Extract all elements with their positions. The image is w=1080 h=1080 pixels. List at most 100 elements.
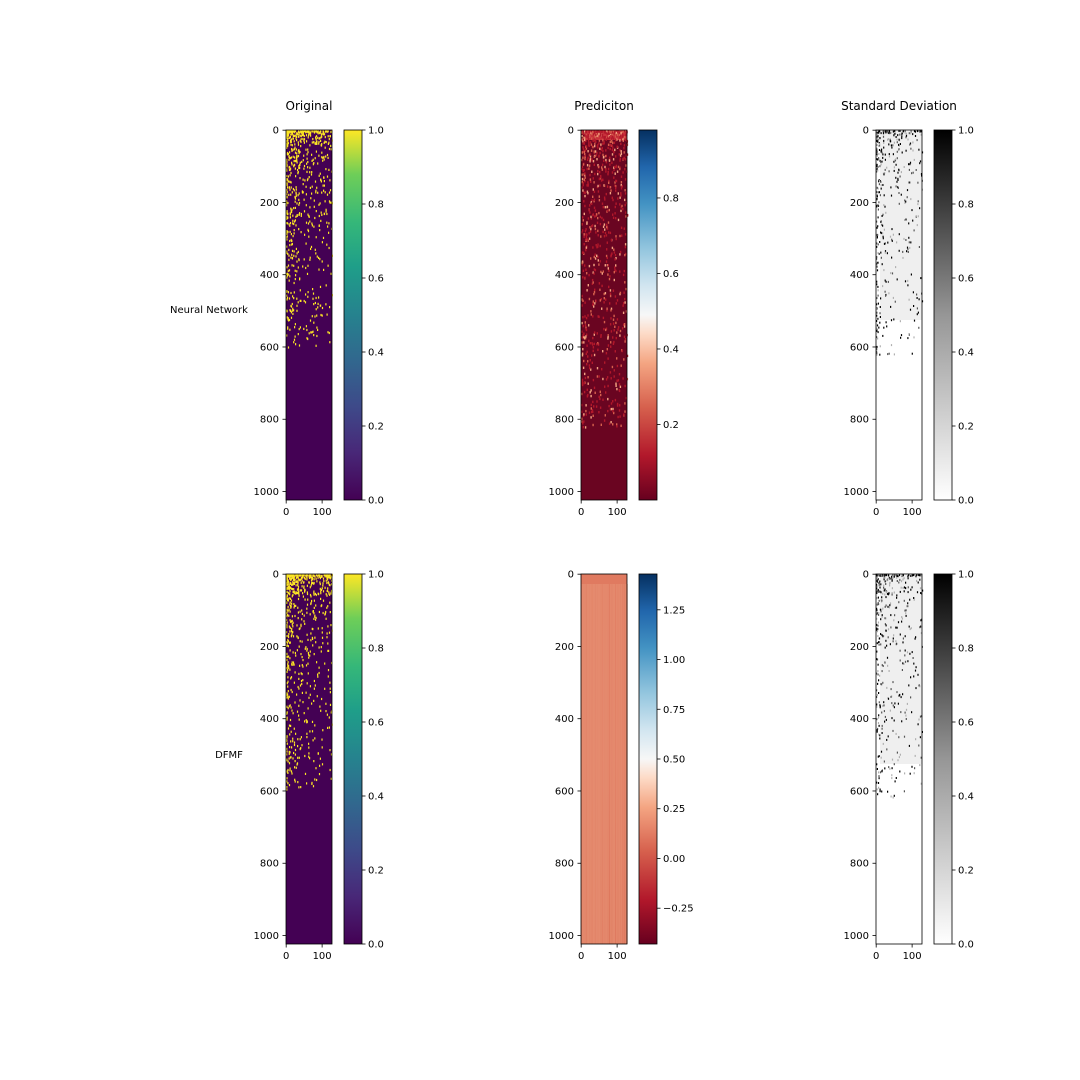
heatmap-cell	[299, 299, 301, 302]
heatmap-cell	[286, 179, 288, 182]
heatmap-cell	[606, 309, 608, 312]
heatmap-cell	[886, 252, 888, 255]
heatmap-cell	[882, 334, 884, 337]
heatmap-cell	[902, 130, 904, 133]
heatmap-cell	[626, 153, 629, 156]
heatmap-cell	[306, 162, 308, 165]
heatmap-cell	[614, 205, 616, 209]
heatmap-cell	[289, 619, 291, 622]
heatmap-cell	[308, 656, 310, 659]
heatmap-cell	[898, 138, 900, 141]
heatmap-cell	[614, 269, 616, 272]
heatmap-cell	[297, 581, 299, 584]
heatmap-cell	[622, 137, 624, 141]
y-tick-label: 0	[273, 570, 279, 581]
heatmap-cell	[324, 574, 326, 577]
heatmap-cell	[609, 156, 611, 159]
heatmap-cell	[878, 692, 880, 694]
heatmap-cell	[612, 410, 614, 413]
heatmap-cell	[905, 218, 907, 221]
heatmap-cell	[885, 574, 888, 577]
colorbar-tick-label: 0.0	[368, 496, 384, 507]
heatmap-cell	[887, 241, 889, 244]
y-tick-label: 200	[260, 198, 279, 209]
heatmap-cell	[322, 611, 324, 615]
heatmap-cell	[313, 303, 315, 306]
heatmap-cell	[327, 605, 329, 608]
heatmap-cell	[887, 593, 889, 596]
heatmap-cell	[286, 644, 288, 647]
heatmap-cell	[613, 340, 615, 344]
heatmap-cell	[312, 138, 314, 141]
heatmap-cell	[326, 581, 328, 585]
heatmap-cell	[299, 684, 302, 687]
heatmap-cell	[291, 130, 294, 133]
heatmap-cell	[597, 216, 599, 220]
heatmap-cell	[921, 618, 923, 621]
heatmap-cell	[916, 579, 918, 582]
heatmap-cell	[589, 158, 592, 161]
heatmap-cell	[897, 575, 899, 578]
heatmap-cell	[314, 615, 316, 618]
heatmap-cell	[888, 292, 890, 295]
heatmap-cell	[878, 158, 880, 161]
heatmap-cell	[600, 298, 602, 301]
heatmap-cell	[291, 661, 293, 664]
heatmap-cell	[917, 581, 919, 584]
heatmap-cell	[585, 316, 588, 320]
heatmap-cell	[618, 584, 620, 944]
heatmap-cell	[586, 135, 588, 138]
heatmap-cell	[318, 203, 320, 206]
heatmap-cell	[881, 614, 883, 617]
heatmap-cell	[626, 214, 629, 217]
heatmap-cell	[314, 157, 316, 160]
heatmap-cell	[290, 599, 293, 602]
heatmap-cell	[603, 184, 606, 187]
heatmap-cell	[896, 180, 898, 183]
heatmap-cell	[303, 299, 305, 303]
heatmap-cell	[593, 353, 596, 357]
heatmap-cell	[307, 222, 310, 225]
heatmap-cell	[308, 332, 310, 335]
heatmap-cell	[596, 158, 598, 161]
heatmap-cell	[306, 592, 309, 596]
heatmap-cell	[293, 220, 296, 223]
heatmap-cell	[886, 656, 889, 659]
heatmap-cell	[597, 130, 599, 133]
heatmap-cell	[587, 314, 589, 317]
heatmap-cell	[609, 147, 611, 151]
heatmap-cell	[326, 212, 328, 216]
heatmap-cell	[887, 636, 889, 639]
heatmap-cell	[300, 130, 302, 133]
heatmap-cell	[583, 178, 585, 181]
heatmap-cell	[286, 130, 288, 133]
heatmap-cell	[623, 325, 626, 328]
heatmap-cell	[877, 722, 880, 724]
heatmap-cell	[618, 131, 621, 134]
heatmap-cell	[292, 130, 294, 133]
heatmap-cell	[903, 599, 905, 602]
heatmap-cell	[311, 581, 313, 584]
heatmap-cell	[898, 233, 900, 236]
heatmap-frame	[580, 573, 628, 945]
heatmap-cell	[909, 772, 911, 775]
heatmap-cell	[594, 134, 596, 138]
heatmap-cell	[889, 643, 891, 646]
heatmap-cell	[302, 183, 304, 186]
heatmap-cell	[320, 646, 322, 649]
heatmap-cell	[583, 341, 585, 344]
heatmap-cell	[300, 589, 303, 592]
heatmap-cell	[301, 585, 303, 588]
heatmap-cell	[613, 411, 615, 415]
heatmap-cell	[586, 272, 588, 275]
heatmap-cell	[289, 212, 291, 215]
heatmap-cell	[322, 599, 325, 602]
heatmap-cell	[315, 189, 317, 192]
heatmap-cell	[893, 574, 895, 577]
heatmap-cell	[292, 134, 294, 137]
heatmap-cell	[585, 235, 588, 239]
heatmap-cell	[286, 204, 288, 207]
heatmap-cell	[289, 704, 291, 707]
heatmap-cell	[304, 179, 306, 182]
heatmap-cell	[879, 705, 881, 708]
